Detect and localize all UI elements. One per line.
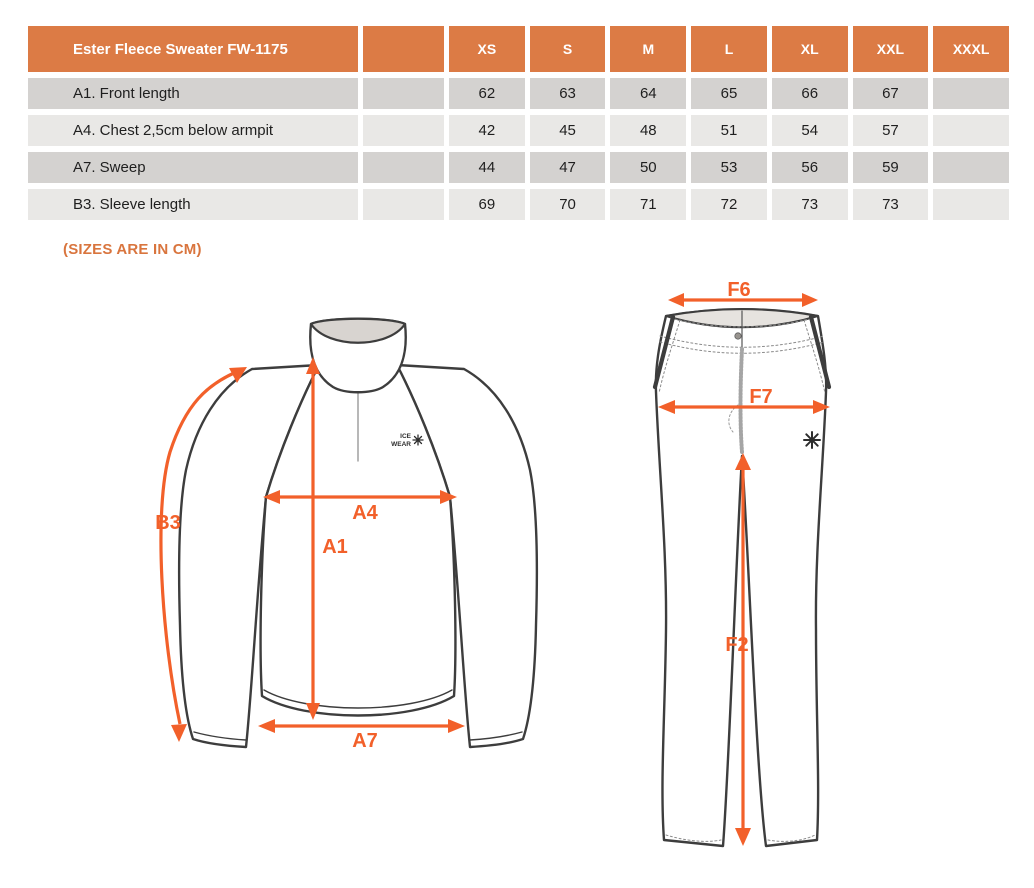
value-cell <box>933 189 1009 220</box>
header-size-s: S <box>529 26 606 72</box>
row-spacer-cell <box>363 189 444 220</box>
value-cell: 67 <box>852 78 929 109</box>
arrow-b3 <box>159 367 247 742</box>
brand-logo-line1: ICE <box>400 433 412 440</box>
sweater-diagram: ICE WEAR <box>177 317 539 749</box>
snowflake-icon <box>412 434 424 446</box>
left-cuff-line <box>193 731 247 741</box>
brand-logo: ICE WEAR <box>391 433 412 448</box>
right-pocket-stitch <box>803 319 826 394</box>
waist-button <box>734 332 742 340</box>
label-a4: A4 <box>352 502 378 524</box>
arrow-f6 <box>668 293 818 307</box>
row-label: A1. Front length <box>28 78 358 109</box>
arrow-f2 <box>735 453 751 846</box>
header-size-xs: XS <box>449 26 525 72</box>
arrow-a4 <box>263 490 457 504</box>
value-cell: 63 <box>529 78 606 109</box>
value-cell: 73 <box>852 189 929 220</box>
label-a7: A7 <box>352 730 378 752</box>
sweater-arrows <box>159 357 465 742</box>
row-label: A4. Chest 2,5cm below armpit <box>28 115 358 146</box>
label-f2: F2 <box>725 634 749 656</box>
header-size-xl: XL <box>771 26 848 72</box>
pants-arrows <box>658 293 830 846</box>
size-table: Ester Fleece Sweater FW-1175 XS S M L XL… <box>28 26 1009 220</box>
header-size-xxl: XXL <box>852 26 929 72</box>
value-cell: 71 <box>610 189 687 220</box>
row-spacer-cell <box>363 152 444 183</box>
arrow-a7 <box>258 719 465 733</box>
header-size-m: M <box>610 26 687 72</box>
value-cell: 42 <box>449 115 525 146</box>
arrow-f7 <box>658 400 830 414</box>
value-cell: 73 <box>771 189 848 220</box>
value-cell: 45 <box>529 115 606 146</box>
units-note: (SIZES ARE IN CM) <box>63 241 202 258</box>
header-size-xxxl: XXXL <box>933 26 1009 72</box>
value-cell: 65 <box>691 78 767 109</box>
label-f6: F6 <box>727 279 751 301</box>
value-cell <box>933 115 1009 146</box>
value-cell: 59 <box>852 152 929 183</box>
arrow-a1 <box>306 357 320 720</box>
value-cell: 54 <box>771 115 848 146</box>
snowflake-icon <box>803 431 821 449</box>
value-cell: 51 <box>691 115 767 146</box>
value-cell: 64 <box>610 78 687 109</box>
table-title: Ester Fleece Sweater FW-1175 <box>28 26 358 72</box>
value-cell: 62 <box>449 78 525 109</box>
leg-hem-stitch <box>665 834 816 842</box>
header-size-l: L <box>691 26 767 72</box>
value-cell: 48 <box>610 115 687 146</box>
value-cell: 53 <box>691 152 767 183</box>
row-label: A7. Sweep <box>28 152 358 183</box>
label-b3: B3 <box>155 512 181 534</box>
value-cell: 47 <box>529 152 606 183</box>
right-pocket-opening <box>808 314 832 390</box>
brand-logo-line2: WEAR <box>391 441 411 448</box>
collar-inner <box>309 317 407 344</box>
hem-stitch-line <box>263 689 453 709</box>
value-cell: 72 <box>691 189 767 220</box>
left-pocket-opening <box>652 314 676 390</box>
pants-body <box>654 308 828 848</box>
value-cell: 66 <box>771 78 848 109</box>
label-f7: F7 <box>749 386 773 408</box>
row-spacer-cell <box>363 78 444 109</box>
value-cell: 56 <box>771 152 848 183</box>
value-cell: 44 <box>449 152 525 183</box>
value-cell: 69 <box>449 189 525 220</box>
value-cell <box>933 152 1009 183</box>
header-spacer-cell <box>363 26 444 72</box>
right-cuff-line <box>469 731 523 741</box>
label-a1: A1 <box>322 536 348 558</box>
value-cell: 70 <box>529 189 606 220</box>
row-label: B3. Sleeve length <box>28 189 358 220</box>
value-cell <box>933 78 1009 109</box>
value-cell: 50 <box>610 152 687 183</box>
left-pocket-stitch <box>658 319 681 394</box>
value-cell: 57 <box>852 115 929 146</box>
row-spacer-cell <box>363 115 444 146</box>
